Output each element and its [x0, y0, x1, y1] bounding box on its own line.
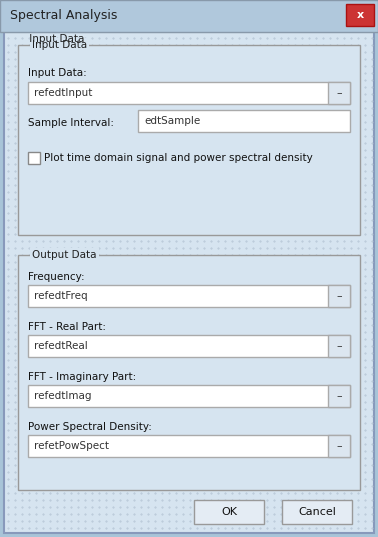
Text: edtSample: edtSample — [144, 116, 200, 126]
Text: x: x — [356, 10, 364, 20]
FancyBboxPatch shape — [328, 335, 350, 357]
FancyBboxPatch shape — [282, 500, 352, 524]
Text: Input Data:: Input Data: — [28, 68, 87, 78]
Text: refedtImag: refedtImag — [34, 391, 91, 401]
FancyBboxPatch shape — [194, 500, 264, 524]
FancyBboxPatch shape — [328, 435, 350, 457]
FancyBboxPatch shape — [28, 385, 350, 407]
Text: –: – — [336, 88, 342, 98]
Text: Sample Interval:: Sample Interval: — [28, 118, 114, 128]
FancyBboxPatch shape — [328, 285, 350, 307]
FancyBboxPatch shape — [28, 335, 350, 357]
Text: –: – — [336, 291, 342, 301]
Text: FFT - Imaginary Part:: FFT - Imaginary Part: — [28, 372, 136, 382]
Text: –: – — [336, 441, 342, 451]
FancyBboxPatch shape — [138, 110, 350, 132]
Text: Spectral Analysis: Spectral Analysis — [10, 10, 118, 23]
Text: refedtReal: refedtReal — [34, 341, 88, 351]
Text: Cancel: Cancel — [298, 507, 336, 517]
Text: Input Data: Input Data — [26, 34, 88, 44]
FancyBboxPatch shape — [328, 82, 350, 104]
FancyBboxPatch shape — [28, 152, 40, 164]
Text: FFT - Real Part:: FFT - Real Part: — [28, 322, 106, 332]
Text: –: – — [336, 391, 342, 401]
Text: Frequency:: Frequency: — [28, 272, 85, 282]
FancyBboxPatch shape — [28, 285, 350, 307]
FancyBboxPatch shape — [0, 0, 378, 32]
Text: refedtInput: refedtInput — [34, 88, 92, 98]
Text: Plot time domain signal and power spectral density: Plot time domain signal and power spectr… — [44, 153, 313, 163]
FancyBboxPatch shape — [328, 385, 350, 407]
FancyBboxPatch shape — [28, 82, 350, 104]
Text: refetPowSpect: refetPowSpect — [34, 441, 109, 451]
Text: –: – — [336, 341, 342, 351]
FancyBboxPatch shape — [18, 255, 360, 490]
FancyBboxPatch shape — [18, 45, 360, 235]
Text: refedtFreq: refedtFreq — [34, 291, 88, 301]
Text: Power Spectral Density:: Power Spectral Density: — [28, 422, 152, 432]
FancyBboxPatch shape — [346, 4, 374, 26]
Text: Input Data: Input Data — [32, 40, 87, 50]
Text: Output Data: Output Data — [32, 250, 96, 260]
Text: OK: OK — [221, 507, 237, 517]
FancyBboxPatch shape — [4, 32, 374, 533]
FancyBboxPatch shape — [28, 435, 350, 457]
